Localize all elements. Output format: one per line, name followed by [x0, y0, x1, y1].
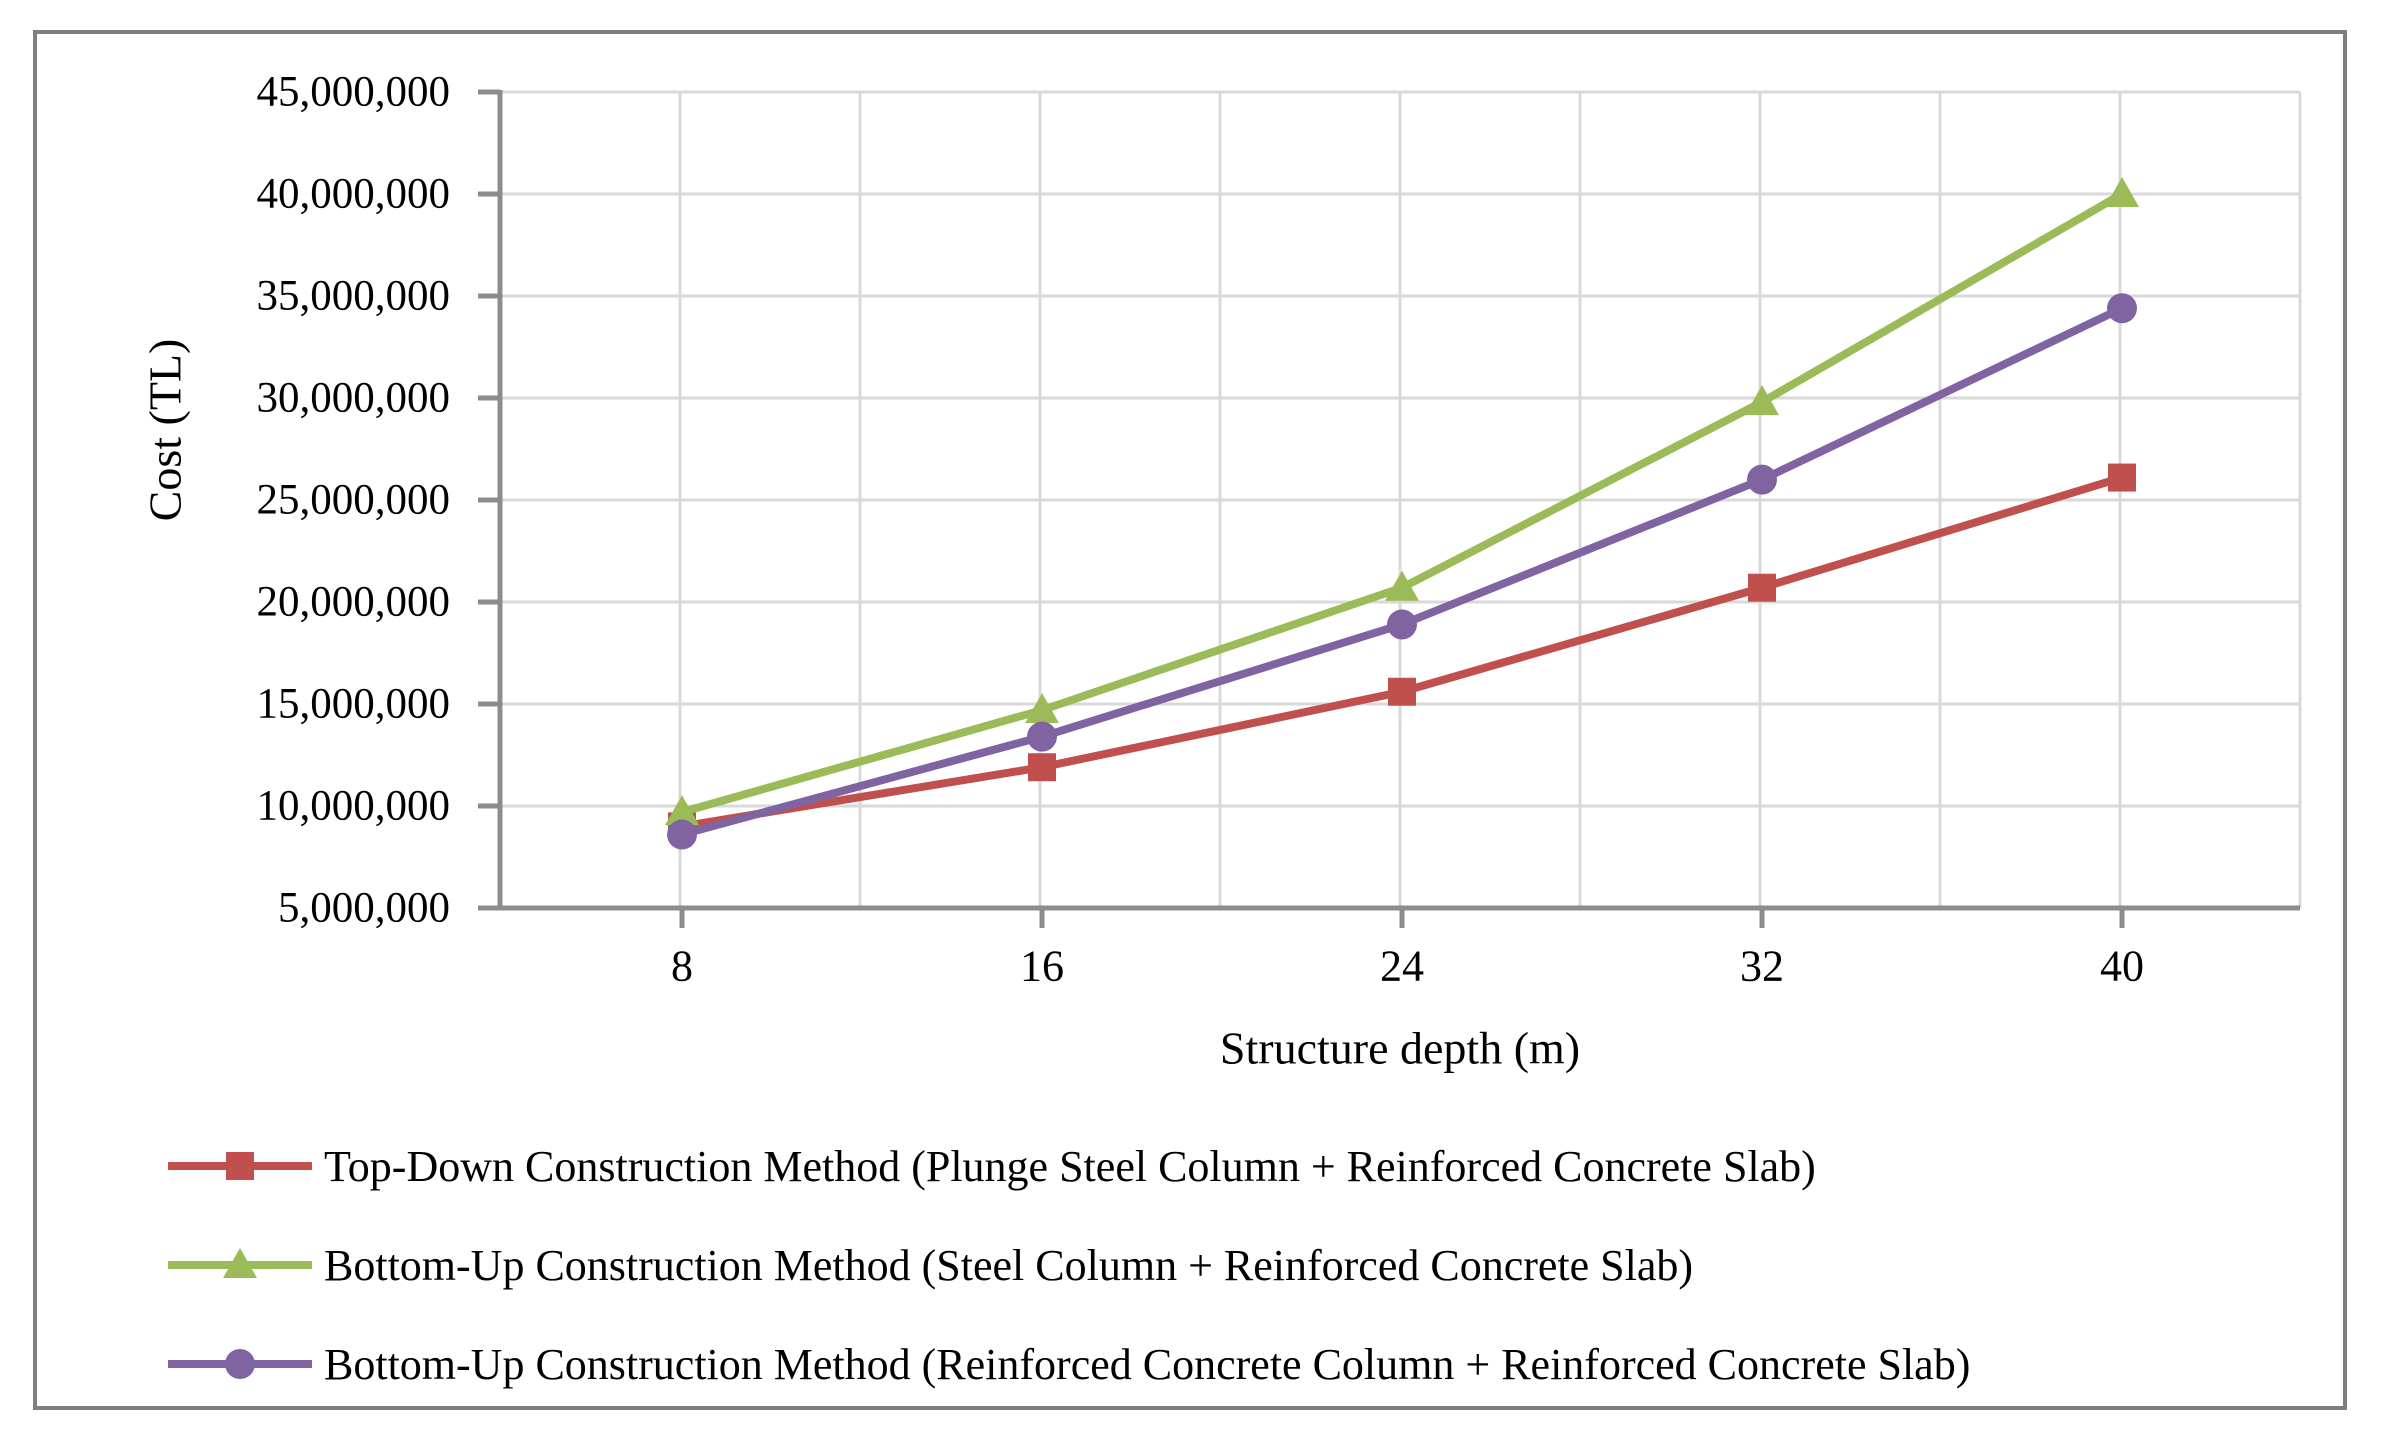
figure-border — [33, 30, 2347, 1410]
x-tick-label: 8 — [671, 942, 693, 991]
data-point-marker — [665, 795, 699, 826]
data-point-marker — [1748, 573, 1776, 602]
legend-marker — [226, 1152, 254, 1180]
legend-marker-triangle — [168, 1248, 312, 1278]
y-tick-label: 10,000,000 — [257, 783, 451, 830]
legend-marker — [223, 1248, 257, 1278]
data-point-marker — [667, 819, 697, 850]
legend-marker-square — [168, 1152, 312, 1180]
data-point-marker — [1747, 464, 1777, 495]
legend-label: Bottom-Up Construction Method (Reinforce… — [324, 1339, 1971, 1389]
x-tick-label: 16 — [1020, 942, 1064, 991]
data-point-marker — [1388, 677, 1416, 706]
y-tick-label: 25,000,000 — [257, 477, 451, 524]
data-point-marker — [1387, 609, 1417, 640]
legend-label: Top-Down Construction Method (Plunge Ste… — [324, 1141, 1816, 1191]
legend-marker-circle — [168, 1349, 312, 1379]
y-tick-label: 15,000,000 — [257, 681, 451, 728]
data-point-marker — [2105, 177, 2139, 207]
y-axis-title: Cost (TL) — [139, 338, 191, 522]
x-tick-label: 40 — [2100, 942, 2144, 991]
data-point-marker — [1745, 385, 1779, 416]
y-tick-label: 45,000,000 — [257, 69, 451, 116]
data-point-marker — [1025, 693, 1059, 724]
y-tick-label: 40,000,000 — [257, 171, 451, 218]
legend-marker — [225, 1349, 255, 1379]
legend-item-top-down: Top-Down Construction Method (Plunge Ste… — [168, 1136, 1816, 1196]
data-point-marker — [1027, 721, 1057, 752]
x-tick-label: 24 — [1380, 942, 1424, 991]
data-point-marker — [1028, 753, 1056, 782]
legend-label: Bottom-Up Construction Method (Steel Col… — [324, 1240, 1694, 1290]
x-axis-title: Structure depth (m) — [1219, 1022, 1581, 1074]
y-tick-label: 5,000,000 — [278, 885, 450, 932]
legend-item-bottom-up-steel: Bottom-Up Construction Method (Steel Col… — [168, 1235, 1693, 1295]
legend-item-bottom-up-rc: Bottom-Up Construction Method (Reinforce… — [168, 1334, 1970, 1394]
y-tick-label: 35,000,000 — [257, 273, 451, 320]
data-point-marker — [2107, 293, 2137, 324]
data-point-marker — [1385, 570, 1419, 601]
series-line-1 — [678, 190, 2126, 817]
y-tick-label: 30,000,000 — [257, 375, 451, 422]
data-point-marker — [2108, 463, 2136, 492]
y-tick-label: 20,000,000 — [257, 579, 451, 626]
x-tick-label: 32 — [1740, 942, 1784, 991]
